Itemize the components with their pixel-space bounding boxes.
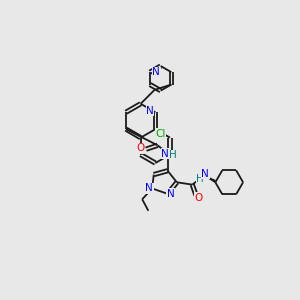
Text: Cl: Cl xyxy=(156,129,166,139)
Text: O: O xyxy=(194,193,202,203)
Text: O: O xyxy=(136,143,145,153)
Text: N: N xyxy=(202,169,209,179)
Text: N: N xyxy=(161,149,169,159)
Text: N: N xyxy=(145,184,153,194)
Text: H: H xyxy=(196,174,204,184)
Text: N: N xyxy=(152,67,160,77)
Text: H: H xyxy=(169,150,177,160)
Text: N: N xyxy=(167,189,175,199)
Text: N: N xyxy=(146,106,154,116)
